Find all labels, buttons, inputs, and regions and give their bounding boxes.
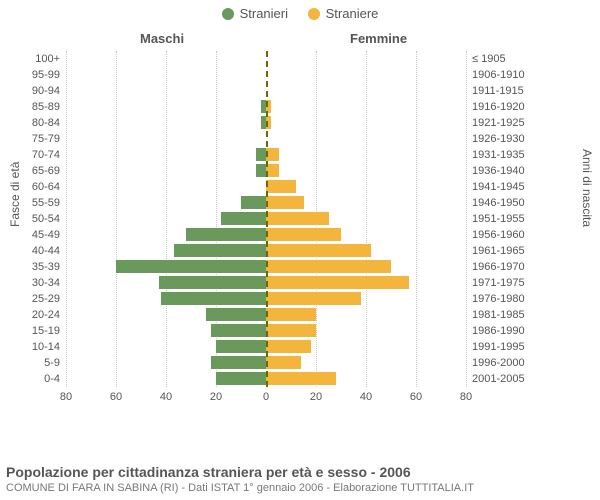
birth-label: 1986-1990 xyxy=(472,323,572,339)
age-label: 40-44 xyxy=(20,243,60,259)
legend: Stranieri Straniere xyxy=(0,0,600,23)
legend-female: Straniere xyxy=(308,6,379,21)
female-bar xyxy=(266,228,341,241)
male-bar xyxy=(241,196,266,209)
female-bar xyxy=(266,308,316,321)
x-tick: 80 xyxy=(60,391,72,403)
x-tick: 20 xyxy=(310,391,322,403)
age-label: 90-94 xyxy=(20,83,60,99)
chart-title: Popolazione per cittadinanza straniera p… xyxy=(6,464,594,480)
x-axis: 80604020020406080 xyxy=(66,391,466,409)
legend-male-swatch xyxy=(222,8,234,20)
age-label: 0-4 xyxy=(20,371,60,387)
age-label: 65-69 xyxy=(20,163,60,179)
age-label: 20-24 xyxy=(20,307,60,323)
birth-labels: ≤ 19051906-19101911-19151916-19201921-19… xyxy=(472,51,572,387)
heading-females: Femmine xyxy=(350,31,407,46)
chart-area: Maschi Femmine Fasce di età Anni di nasc… xyxy=(20,27,580,427)
age-label: 30-34 xyxy=(20,275,60,291)
x-tick: 20 xyxy=(210,391,222,403)
female-bar xyxy=(266,212,329,225)
chart-container: Stranieri Straniere Maschi Femmine Fasce… xyxy=(0,0,600,500)
age-label: 45-49 xyxy=(20,227,60,243)
age-label: 80-84 xyxy=(20,115,60,131)
legend-male-label: Stranieri xyxy=(240,6,288,21)
x-tick: 60 xyxy=(110,391,122,403)
age-label: 10-14 xyxy=(20,339,60,355)
age-label: 5-9 xyxy=(20,355,60,371)
birth-label: 1956-1960 xyxy=(472,227,572,243)
female-bar xyxy=(266,372,336,385)
male-bar xyxy=(256,148,266,161)
age-label: 60-64 xyxy=(20,179,60,195)
age-labels: 100+95-9990-9485-8980-8475-7970-7465-696… xyxy=(20,51,60,387)
age-label: 55-59 xyxy=(20,195,60,211)
birth-label: 1966-1970 xyxy=(472,259,572,275)
birth-label: 1996-2000 xyxy=(472,355,572,371)
male-bar xyxy=(174,244,267,257)
male-bar xyxy=(211,356,266,369)
male-bar xyxy=(256,164,266,177)
birth-label: 2001-2005 xyxy=(472,371,572,387)
birth-label: 1936-1940 xyxy=(472,163,572,179)
male-bar xyxy=(186,228,266,241)
male-bar xyxy=(216,372,266,385)
chart-subtitle: COMUNE DI FARA IN SABINA (RI) - Dati IST… xyxy=(6,482,594,494)
birth-label: 1976-1980 xyxy=(472,291,572,307)
age-label: 15-19 xyxy=(20,323,60,339)
birth-label: 1961-1965 xyxy=(472,243,572,259)
x-tick: 60 xyxy=(410,391,422,403)
birth-label: 1951-1955 xyxy=(472,211,572,227)
birth-label: 1916-1920 xyxy=(472,99,572,115)
age-label: 75-79 xyxy=(20,131,60,147)
male-bar xyxy=(216,340,266,353)
legend-female-swatch xyxy=(308,8,320,20)
male-bar xyxy=(221,212,266,225)
male-bar xyxy=(161,292,266,305)
female-bar xyxy=(266,180,296,193)
age-label: 25-29 xyxy=(20,291,60,307)
footer: Popolazione per cittadinanza straniera p… xyxy=(6,464,594,494)
birth-label: 1906-1910 xyxy=(472,67,572,83)
age-label: 70-74 xyxy=(20,147,60,163)
age-label: 100+ xyxy=(20,51,60,67)
male-bar xyxy=(116,260,266,273)
female-bar xyxy=(266,340,311,353)
female-bar xyxy=(266,356,301,369)
x-tick: 80 xyxy=(460,391,472,403)
female-bar xyxy=(266,244,371,257)
female-bar xyxy=(266,292,361,305)
birth-label: ≤ 1905 xyxy=(472,51,572,67)
age-label: 85-89 xyxy=(20,99,60,115)
plot xyxy=(66,51,466,387)
heading-males: Maschi xyxy=(140,31,184,46)
gridline xyxy=(466,51,467,387)
birth-label: 1926-1930 xyxy=(472,131,572,147)
female-bar xyxy=(266,276,409,289)
male-bar xyxy=(159,276,267,289)
age-label: 95-99 xyxy=(20,67,60,83)
age-label: 50-54 xyxy=(20,211,60,227)
x-tick: 40 xyxy=(160,391,172,403)
female-bar xyxy=(266,196,304,209)
birth-label: 1921-1925 xyxy=(472,115,572,131)
birth-label: 1981-1985 xyxy=(472,307,572,323)
birth-label: 1971-1975 xyxy=(472,275,572,291)
male-bar xyxy=(206,308,266,321)
birth-label: 1911-1915 xyxy=(472,83,572,99)
center-axis-line xyxy=(266,51,268,387)
age-label: 35-39 xyxy=(20,259,60,275)
birth-label: 1991-1995 xyxy=(472,339,572,355)
female-bar xyxy=(266,260,391,273)
birth-label: 1941-1945 xyxy=(472,179,572,195)
y-axis-right-label: Anni di nascita xyxy=(580,148,594,226)
birth-label: 1931-1935 xyxy=(472,147,572,163)
legend-male: Stranieri xyxy=(222,6,288,21)
x-tick: 40 xyxy=(360,391,372,403)
x-tick: 0 xyxy=(263,391,269,403)
birth-label: 1946-1950 xyxy=(472,195,572,211)
female-bar xyxy=(266,324,316,337)
legend-female-label: Straniere xyxy=(326,6,379,21)
male-bar xyxy=(211,324,266,337)
